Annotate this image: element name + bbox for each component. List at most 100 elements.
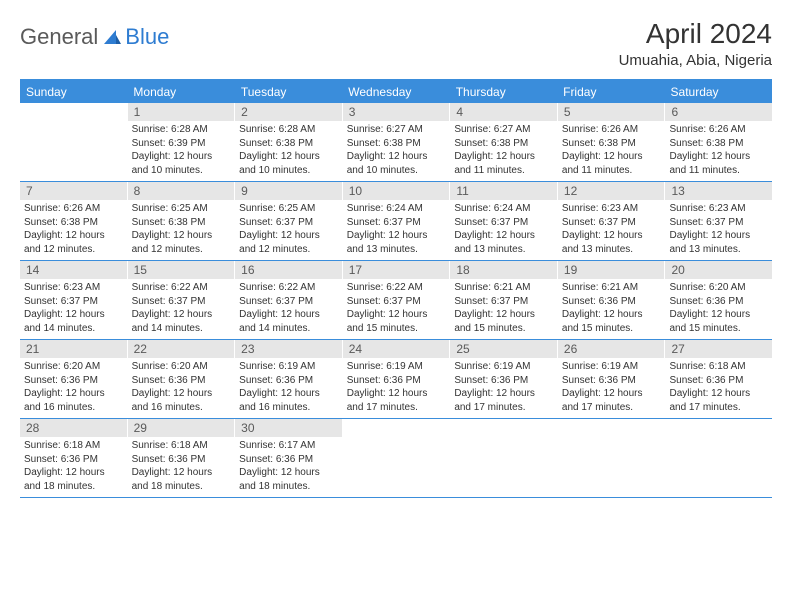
day-number xyxy=(20,103,127,121)
daylight-text: Daylight: 12 hours and 12 minutes. xyxy=(24,229,123,256)
sunrise-text: Sunrise: 6:26 AM xyxy=(669,123,768,137)
sunset-text: Sunset: 6:36 PM xyxy=(132,374,231,388)
day-cell: 27Sunrise: 6:18 AMSunset: 6:36 PMDayligh… xyxy=(665,340,772,418)
day-cell xyxy=(450,419,558,497)
sunset-text: Sunset: 6:38 PM xyxy=(454,137,553,151)
day-number: 8 xyxy=(128,182,235,200)
day-number: 20 xyxy=(665,261,772,279)
daylight-text: Daylight: 12 hours and 17 minutes. xyxy=(347,387,446,414)
sunset-text: Sunset: 6:36 PM xyxy=(239,453,338,467)
weekday-header: Saturday xyxy=(665,81,772,103)
day-body: Sunrise: 6:19 AMSunset: 6:36 PMDaylight:… xyxy=(450,358,557,414)
daylight-text: Daylight: 12 hours and 10 minutes. xyxy=(239,150,338,177)
sunrise-text: Sunrise: 6:21 AM xyxy=(562,281,661,295)
daylight-text: Daylight: 12 hours and 14 minutes. xyxy=(132,308,231,335)
header: General Blue April 2024 Umuahia, Abia, N… xyxy=(20,18,772,69)
day-number: 29 xyxy=(128,419,235,437)
sunset-text: Sunset: 6:36 PM xyxy=(132,453,231,467)
sunset-text: Sunset: 6:36 PM xyxy=(562,295,661,309)
day-number: 12 xyxy=(558,182,665,200)
sunset-text: Sunset: 6:37 PM xyxy=(347,216,446,230)
daylight-text: Daylight: 12 hours and 15 minutes. xyxy=(454,308,553,335)
weekday-header: Friday xyxy=(557,81,664,103)
daylight-text: Daylight: 12 hours and 16 minutes. xyxy=(132,387,231,414)
daylight-text: Daylight: 12 hours and 18 minutes. xyxy=(132,466,231,493)
sunset-text: Sunset: 6:38 PM xyxy=(239,137,338,151)
day-number: 10 xyxy=(343,182,450,200)
daylight-text: Daylight: 12 hours and 17 minutes. xyxy=(562,387,661,414)
daylight-text: Daylight: 12 hours and 14 minutes. xyxy=(24,308,123,335)
sunrise-text: Sunrise: 6:20 AM xyxy=(24,360,123,374)
day-number: 24 xyxy=(343,340,450,358)
sunrise-text: Sunrise: 6:20 AM xyxy=(132,360,231,374)
title-block: April 2024 Umuahia, Abia, Nigeria xyxy=(619,18,772,69)
day-cell: 8Sunrise: 6:25 AMSunset: 6:38 PMDaylight… xyxy=(128,182,236,260)
day-body: Sunrise: 6:23 AMSunset: 6:37 PMDaylight:… xyxy=(20,279,127,335)
daylight-text: Daylight: 12 hours and 11 minutes. xyxy=(562,150,661,177)
sunset-text: Sunset: 6:37 PM xyxy=(132,295,231,309)
week-row: 28Sunrise: 6:18 AMSunset: 6:36 PMDayligh… xyxy=(20,419,772,498)
day-cell: 2Sunrise: 6:28 AMSunset: 6:38 PMDaylight… xyxy=(235,103,343,181)
week-row: 1Sunrise: 6:28 AMSunset: 6:39 PMDaylight… xyxy=(20,103,772,182)
day-cell: 20Sunrise: 6:20 AMSunset: 6:36 PMDayligh… xyxy=(665,261,772,339)
sunset-text: Sunset: 6:36 PM xyxy=(669,295,768,309)
daylight-text: Daylight: 12 hours and 13 minutes. xyxy=(347,229,446,256)
day-cell: 29Sunrise: 6:18 AMSunset: 6:36 PMDayligh… xyxy=(128,419,236,497)
location-text: Umuahia, Abia, Nigeria xyxy=(619,52,772,69)
day-number: 19 xyxy=(558,261,665,279)
day-cell: 24Sunrise: 6:19 AMSunset: 6:36 PMDayligh… xyxy=(343,340,451,418)
sunrise-text: Sunrise: 6:25 AM xyxy=(239,202,338,216)
daylight-text: Daylight: 12 hours and 17 minutes. xyxy=(669,387,768,414)
day-body: Sunrise: 6:27 AMSunset: 6:38 PMDaylight:… xyxy=(450,121,557,177)
day-number: 23 xyxy=(235,340,342,358)
sunrise-text: Sunrise: 6:19 AM xyxy=(239,360,338,374)
day-number: 16 xyxy=(235,261,342,279)
day-body: Sunrise: 6:18 AMSunset: 6:36 PMDaylight:… xyxy=(665,358,772,414)
brand-part1: General xyxy=(20,24,98,50)
day-cell: 18Sunrise: 6:21 AMSunset: 6:37 PMDayligh… xyxy=(450,261,558,339)
sunrise-text: Sunrise: 6:21 AM xyxy=(454,281,553,295)
day-number: 14 xyxy=(20,261,127,279)
day-body: Sunrise: 6:28 AMSunset: 6:39 PMDaylight:… xyxy=(128,121,235,177)
calendar-grid: SundayMondayTuesdayWednesdayThursdayFrid… xyxy=(20,79,772,498)
daylight-text: Daylight: 12 hours and 16 minutes. xyxy=(24,387,123,414)
day-cell: 9Sunrise: 6:25 AMSunset: 6:37 PMDaylight… xyxy=(235,182,343,260)
sunrise-text: Sunrise: 6:24 AM xyxy=(347,202,446,216)
daylight-text: Daylight: 12 hours and 13 minutes. xyxy=(562,229,661,256)
day-cell: 13Sunrise: 6:23 AMSunset: 6:37 PMDayligh… xyxy=(665,182,772,260)
day-number: 4 xyxy=(450,103,557,121)
day-body: Sunrise: 6:25 AMSunset: 6:37 PMDaylight:… xyxy=(235,200,342,256)
weekday-header: Wednesday xyxy=(342,81,449,103)
sunset-text: Sunset: 6:37 PM xyxy=(239,295,338,309)
sunrise-text: Sunrise: 6:23 AM xyxy=(24,281,123,295)
day-number: 15 xyxy=(128,261,235,279)
day-body: Sunrise: 6:23 AMSunset: 6:37 PMDaylight:… xyxy=(558,200,665,256)
day-body: Sunrise: 6:26 AMSunset: 6:38 PMDaylight:… xyxy=(558,121,665,177)
sunset-text: Sunset: 6:37 PM xyxy=(239,216,338,230)
day-cell: 11Sunrise: 6:24 AMSunset: 6:37 PMDayligh… xyxy=(450,182,558,260)
sunset-text: Sunset: 6:36 PM xyxy=(239,374,338,388)
day-body: Sunrise: 6:26 AMSunset: 6:38 PMDaylight:… xyxy=(665,121,772,177)
day-number: 1 xyxy=(128,103,235,121)
weekday-header: Monday xyxy=(127,81,234,103)
day-number: 27 xyxy=(665,340,772,358)
day-number: 22 xyxy=(128,340,235,358)
sunrise-text: Sunrise: 6:19 AM xyxy=(454,360,553,374)
sunrise-text: Sunrise: 6:26 AM xyxy=(562,123,661,137)
brand-part2: Blue xyxy=(125,24,169,50)
sunrise-text: Sunrise: 6:22 AM xyxy=(347,281,446,295)
day-number: 9 xyxy=(235,182,342,200)
day-body: Sunrise: 6:18 AMSunset: 6:36 PMDaylight:… xyxy=(128,437,235,493)
day-number: 26 xyxy=(558,340,665,358)
daylight-text: Daylight: 12 hours and 13 minutes. xyxy=(454,229,553,256)
day-body: Sunrise: 6:18 AMSunset: 6:36 PMDaylight:… xyxy=(20,437,127,493)
day-number: 6 xyxy=(665,103,772,121)
day-number: 13 xyxy=(665,182,772,200)
daylight-text: Daylight: 12 hours and 11 minutes. xyxy=(454,150,553,177)
day-number: 5 xyxy=(558,103,665,121)
sunrise-text: Sunrise: 6:23 AM xyxy=(562,202,661,216)
sunrise-text: Sunrise: 6:18 AM xyxy=(132,439,231,453)
sunrise-text: Sunrise: 6:28 AM xyxy=(132,123,231,137)
sunset-text: Sunset: 6:36 PM xyxy=(669,374,768,388)
day-number: 28 xyxy=(20,419,127,437)
